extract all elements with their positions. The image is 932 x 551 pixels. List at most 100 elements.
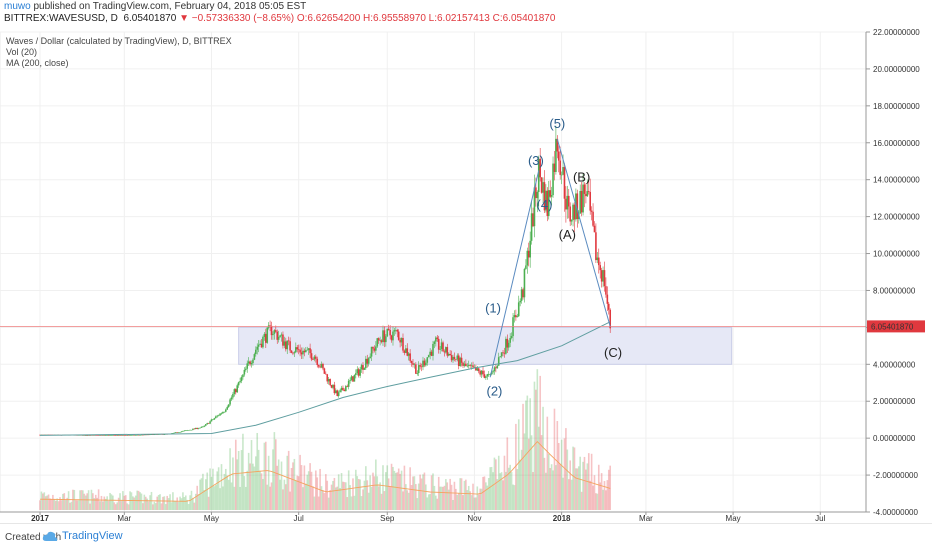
volume-bar: [416, 498, 419, 510]
volume-bar: [315, 470, 317, 510]
candle-body: [410, 360, 413, 364]
candle-body: [233, 389, 236, 395]
wave-line: [489, 170, 540, 378]
candle-body: [202, 426, 204, 428]
candle-body: [456, 355, 459, 360]
time-tick-label: Mar: [117, 514, 131, 523]
volume-bar: [333, 477, 336, 510]
volume-bar: [515, 423, 517, 510]
candle-body: [582, 184, 584, 213]
support-zone: [238, 326, 733, 365]
volume-bar: [322, 490, 324, 510]
volume-bar: [487, 478, 490, 510]
candle-body: [199, 427, 201, 429]
volume-bar: [130, 492, 133, 510]
price-tick-label: -2.00000000: [873, 471, 918, 480]
candle-body: [427, 355, 430, 358]
candle-body: [217, 415, 220, 417]
candle-body: [510, 336, 513, 338]
candle-body: [585, 193, 587, 197]
candle-body: [390, 335, 393, 341]
legend-ma: MA (200, close): [6, 58, 69, 68]
candle-body: [332, 384, 334, 388]
volume-bar: [289, 491, 291, 510]
volume-bar: [44, 496, 47, 510]
candle-body: [227, 404, 230, 408]
candle-body: [430, 351, 433, 356]
candle-body: [226, 407, 229, 410]
volume-bar: [447, 489, 450, 510]
candle-body: [97, 435, 100, 436]
volume-bar: [226, 475, 229, 510]
volume-bar: [69, 502, 71, 510]
candle-body: [376, 338, 379, 347]
volume-bar: [126, 503, 128, 510]
candle-body: [323, 368, 326, 374]
candle-body: [495, 367, 497, 369]
volume-bar: [224, 468, 227, 510]
symbol-line: BITTREX:WAVESUSD, D 6.05401870 ▼ −0.5733…: [4, 13, 555, 24]
volume-bar: [406, 490, 409, 510]
volume-bar: [163, 496, 166, 510]
candle-body: [580, 191, 583, 213]
volume-bar: [260, 473, 263, 510]
candle-body: [375, 346, 377, 351]
time-axis[interactable]: 2017 Mar May Jul Sep Nov 2018 Mar May Jul: [0, 511, 866, 523]
candle-body: [570, 220, 573, 222]
volume-bar: [184, 495, 187, 510]
volume-bar: [360, 496, 363, 510]
volume-bar: [232, 457, 234, 510]
volume-bar: [483, 476, 486, 510]
volume-bar: [76, 500, 78, 510]
volume-bar: [244, 486, 247, 510]
price-chart[interactable]: (1) (2) (3) (4) (5) (A) (B) (C) 22.00000000 20.0…: [0, 27, 932, 523]
volume-bar: [527, 438, 530, 510]
volume-bar: [292, 462, 294, 510]
volume-bar: [500, 472, 503, 510]
author-link[interactable]: muwo: [4, 1, 31, 12]
volume-bar: [192, 497, 194, 510]
candle-body: [489, 374, 491, 375]
volume-bar: [303, 465, 306, 510]
volume-bar: [537, 426, 540, 510]
candle-body: [502, 352, 504, 353]
volume-bar: [323, 493, 326, 510]
volume-bar: [223, 473, 226, 510]
candle-body: [535, 187, 537, 199]
volume-bar: [429, 493, 431, 510]
candle-body: [150, 434, 153, 436]
volume-bar: [479, 488, 481, 510]
volume-bar: [605, 490, 607, 510]
candle-body: [373, 348, 376, 351]
symbol: BITTREX:WAVESUSD, D: [4, 13, 118, 24]
volume-bar: [243, 476, 246, 510]
volume-bar: [59, 497, 61, 510]
volume-bar: [293, 458, 296, 510]
candle-body: [114, 435, 117, 436]
candle-body: [593, 225, 596, 233]
volume-bar: [393, 470, 396, 510]
volume-bar: [440, 486, 443, 510]
volume-bar: [286, 455, 289, 510]
candle-body: [403, 350, 406, 353]
volume-bar: [263, 442, 266, 510]
volume-bar: [443, 485, 446, 510]
volume-bar: [247, 452, 250, 510]
candle-body: [422, 360, 424, 368]
price-axis[interactable]: 22.00000000 20.00000000 18.00000000 16.0000…: [865, 28, 925, 517]
volume-bar: [119, 493, 121, 510]
volume-bar: [517, 419, 520, 510]
tradingview-logo-text[interactable]: TradingView: [62, 530, 123, 542]
price-tick-label: 18.00000000: [873, 102, 920, 111]
volume-bar: [347, 470, 350, 510]
candle-body: [265, 333, 267, 343]
candle-body: [337, 392, 340, 397]
volume-bar: [77, 500, 80, 510]
candle-body: [130, 435, 133, 436]
volume-bar: [469, 491, 471, 510]
candle-body: [82, 435, 84, 436]
candle-body: [372, 346, 374, 349]
candle-body: [552, 163, 554, 196]
candle-body: [353, 374, 356, 382]
volume-bar: [352, 478, 354, 510]
